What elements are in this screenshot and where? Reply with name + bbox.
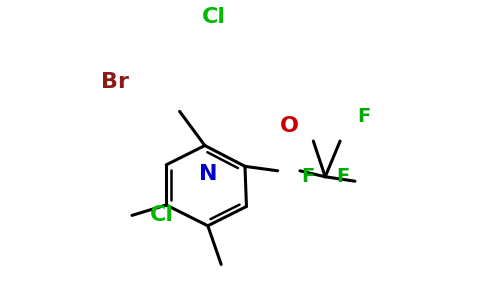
Text: N: N <box>198 164 217 184</box>
Text: Cl: Cl <box>202 7 226 27</box>
Text: Cl: Cl <box>150 206 174 225</box>
Text: Br: Br <box>101 72 129 92</box>
Text: F: F <box>357 107 370 126</box>
Text: F: F <box>301 167 314 186</box>
Text: O: O <box>280 116 299 136</box>
Text: F: F <box>336 167 349 186</box>
